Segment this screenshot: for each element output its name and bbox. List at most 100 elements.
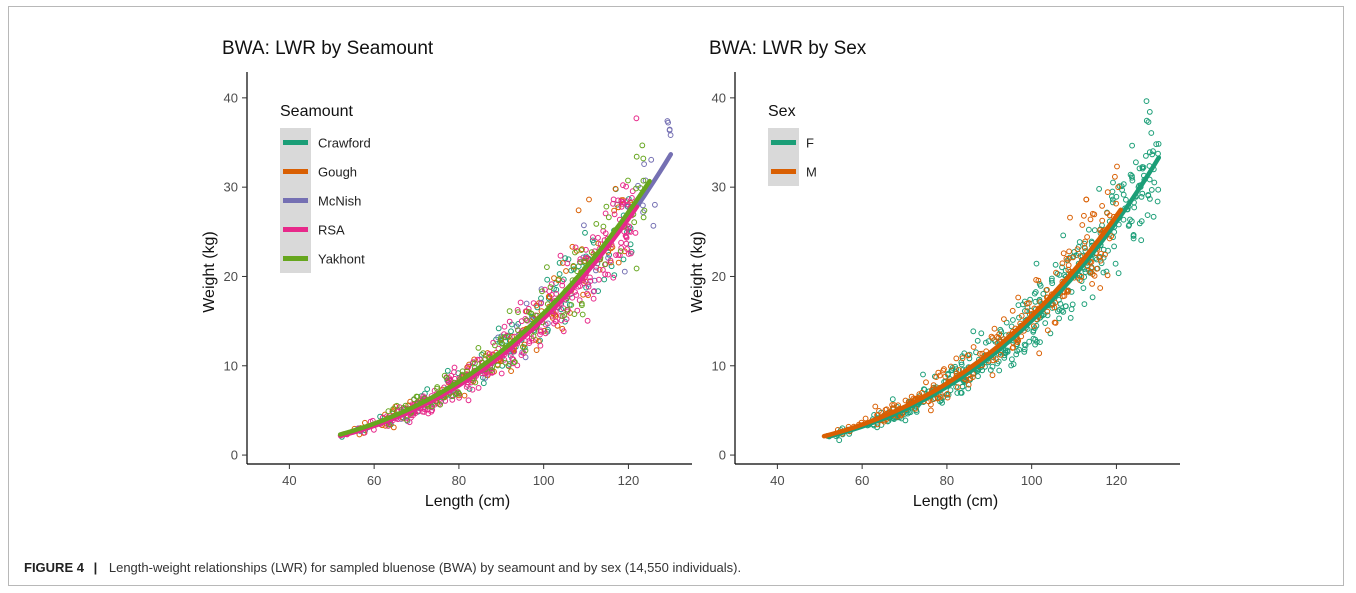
y-tick-label: 10 — [224, 358, 238, 373]
data-point-f — [1013, 351, 1020, 358]
legend: Sex FM — [768, 103, 817, 186]
data-point-m — [941, 366, 947, 372]
data-point-m — [1102, 251, 1108, 258]
data-point-m — [1024, 300, 1030, 307]
data-point-f — [1076, 239, 1083, 245]
data-point-f — [1115, 270, 1122, 277]
data-point-yakhont — [434, 385, 440, 392]
data-point-yakhont — [633, 265, 640, 272]
data-point-yakhont — [502, 359, 509, 366]
legend-title: Sex — [768, 103, 796, 120]
data-point-rsa — [573, 292, 580, 298]
fit-curve-yakhont — [337, 178, 652, 437]
x-tick-label: 80 — [940, 473, 954, 488]
data-point-f — [1144, 212, 1151, 219]
data-point-f — [920, 371, 926, 378]
data-point-m — [997, 351, 1004, 358]
data-point-rsa — [538, 300, 544, 307]
data-point-f — [1056, 297, 1062, 303]
data-point-f — [939, 399, 945, 406]
data-point-crawford — [601, 276, 608, 283]
data-point-gough — [461, 392, 468, 399]
data-point-yakhont — [443, 375, 450, 381]
data-point-m — [1087, 216, 1094, 223]
x-tick-label: 40 — [282, 473, 296, 488]
data-point-m — [1099, 217, 1106, 224]
data-point-crawford — [608, 263, 615, 270]
data-point-f — [987, 367, 994, 373]
data-point-rsa — [526, 340, 533, 347]
data-point-m — [1089, 281, 1095, 287]
data-point-f — [1111, 243, 1117, 250]
data-point-m — [1060, 250, 1067, 257]
data-point-f — [1120, 216, 1127, 223]
y-tick-label: 30 — [224, 180, 238, 195]
data-point-rsa — [618, 239, 624, 246]
data-point-gough — [615, 259, 622, 266]
data-point-rsa — [615, 197, 621, 204]
scatter-points — [337, 115, 674, 440]
data-point-rsa — [627, 229, 634, 235]
data-point-rsa — [600, 267, 606, 273]
data-point-rsa — [605, 271, 611, 278]
data-point-crawford — [507, 352, 514, 359]
data-point-m — [1097, 285, 1104, 291]
data-point-yakhont — [593, 221, 600, 227]
data-point-rsa — [465, 397, 472, 404]
data-point-f — [1030, 335, 1037, 342]
data-point-f — [1145, 119, 1152, 125]
y-tick-label: 40 — [712, 90, 726, 105]
data-point-f — [943, 391, 950, 398]
data-point-rsa — [610, 200, 616, 207]
data-point-gough — [563, 268, 569, 274]
data-point-f — [1153, 141, 1160, 148]
data-point-f — [1148, 187, 1155, 193]
data-point-f — [1112, 260, 1119, 267]
data-point-rsa — [451, 364, 458, 371]
data-point-f — [1129, 142, 1135, 149]
data-point-f — [958, 361, 965, 368]
data-point-mcnish — [640, 202, 646, 209]
data-point-m — [1112, 173, 1118, 180]
data-point-yakhont — [385, 408, 392, 415]
data-point-f — [1138, 194, 1145, 200]
scatter-points — [824, 98, 1162, 444]
data-point-crawford — [529, 313, 535, 320]
data-point-f — [1037, 339, 1043, 346]
data-point-yakhont — [574, 268, 580, 275]
y-axis-label: Weight (kg) — [689, 231, 706, 313]
data-point-f — [1059, 264, 1065, 271]
data-point-f — [975, 373, 981, 380]
data-point-m — [934, 395, 941, 402]
data-point-rsa — [537, 331, 543, 338]
data-point-m — [948, 363, 954, 370]
data-point-m — [889, 402, 895, 408]
data-point-m — [1113, 200, 1119, 207]
data-point-m — [872, 403, 879, 410]
data-point-m — [1044, 286, 1050, 293]
data-point-f — [1155, 186, 1162, 193]
data-point-yakhont — [520, 343, 526, 350]
data-point-f — [1143, 98, 1150, 104]
data-point-yakhont — [522, 347, 529, 354]
data-point-f — [1100, 246, 1107, 253]
data-point-rsa — [607, 257, 614, 264]
data-point-f — [1086, 226, 1092, 233]
data-point-m — [1097, 257, 1104, 264]
data-point-yakhont — [450, 393, 456, 400]
data-point-gough — [609, 244, 616, 251]
data-point-f — [1021, 349, 1028, 355]
data-point-m — [1074, 246, 1081, 253]
data-point-f — [1120, 181, 1127, 188]
x-tick-label: 60 — [367, 473, 381, 488]
data-point-m — [1081, 212, 1087, 219]
data-point-f — [996, 367, 1003, 374]
data-point-f — [1140, 164, 1147, 171]
data-point-f — [1151, 179, 1158, 186]
data-point-crawford — [556, 260, 563, 266]
data-point-m — [935, 369, 942, 376]
data-point-m — [965, 381, 972, 388]
data-point-yakhont — [475, 345, 482, 351]
data-point-f — [1154, 198, 1161, 205]
